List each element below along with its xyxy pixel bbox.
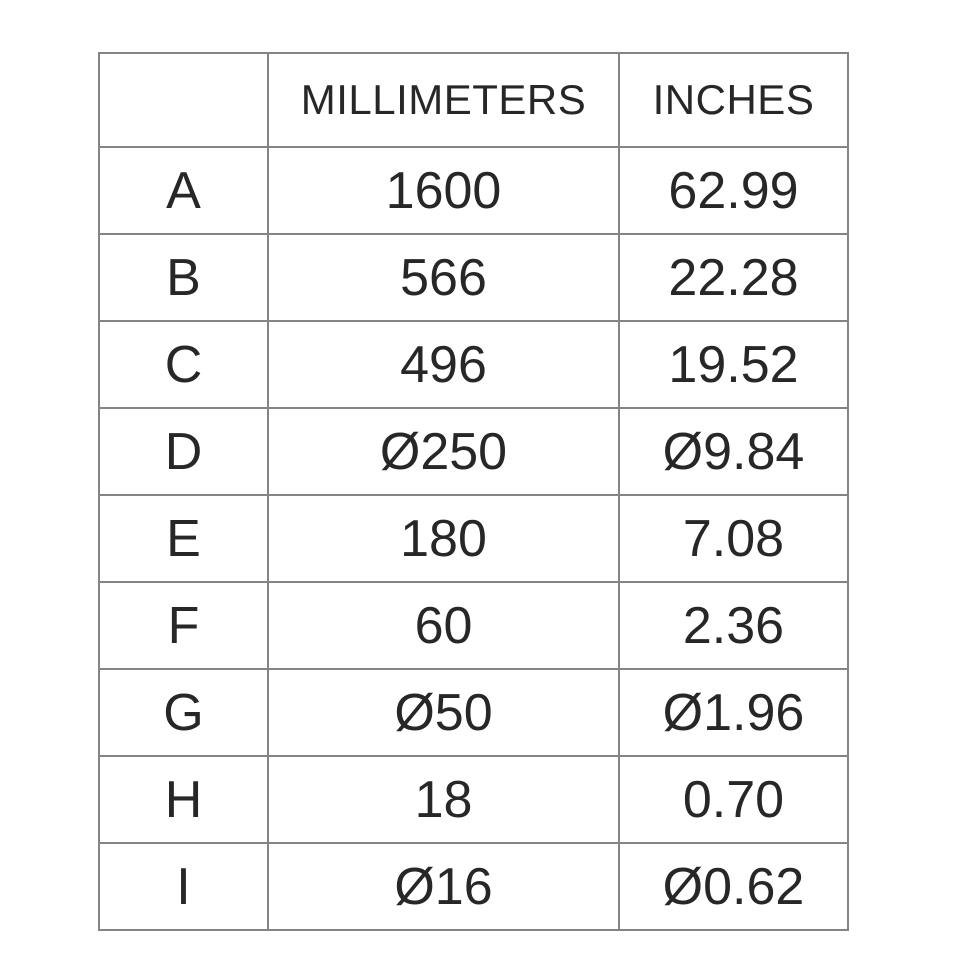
inches-value: 7.08: [618, 494, 849, 583]
millimeters-value: Ø16: [267, 842, 620, 931]
dimensions-table-header: MILLIMETERS INCHES: [98, 52, 849, 148]
table-row-g: G Ø50 Ø1.96: [98, 668, 849, 757]
header-row: MILLIMETERS INCHES: [98, 52, 849, 148]
row-label: H: [98, 755, 269, 844]
row-label: E: [98, 494, 269, 583]
inches-value: 0.70: [618, 755, 849, 844]
header-cell-blank: [98, 52, 269, 148]
table-row-f: F 60 2.36: [98, 581, 849, 670]
row-label: D: [98, 407, 269, 496]
header-cell-inches: INCHES: [618, 52, 849, 148]
millimeters-value: 60: [267, 581, 620, 670]
row-label: C: [98, 320, 269, 409]
row-label: B: [98, 233, 269, 322]
inches-value: 62.99: [618, 146, 849, 235]
millimeters-value: Ø50: [267, 668, 620, 757]
table-row-c: C 496 19.52: [98, 320, 849, 409]
row-label: A: [98, 146, 269, 235]
table-row-a: A 1600 62.99: [98, 146, 849, 235]
table-row-h: H 18 0.70: [98, 755, 849, 844]
table-row-i: I Ø16 Ø0.62: [98, 842, 849, 931]
row-label: I: [98, 842, 269, 931]
millimeters-value: 566: [267, 233, 620, 322]
inches-value: 2.36: [618, 581, 849, 670]
row-label: F: [98, 581, 269, 670]
inches-value: 19.52: [618, 320, 849, 409]
inches-value: Ø1.96: [618, 668, 849, 757]
millimeters-value: 1600: [267, 146, 620, 235]
millimeters-value: 180: [267, 494, 620, 583]
dimensions-table-body: A 1600 62.99 B 566 22.28 C 496 19.52 D Ø…: [98, 146, 849, 931]
inches-value: Ø9.84: [618, 407, 849, 496]
dimensions-table: MILLIMETERS INCHES A 1600 62.99 B 566 22…: [98, 52, 849, 931]
table-row-d: D Ø250 Ø9.84: [98, 407, 849, 496]
millimeters-value: 496: [267, 320, 620, 409]
header-cell-millimeters: MILLIMETERS: [267, 52, 620, 148]
table-row-e: E 180 7.08: [98, 494, 849, 583]
inches-value: Ø0.62: [618, 842, 849, 931]
millimeters-value: Ø250: [267, 407, 620, 496]
inches-value: 22.28: [618, 233, 849, 322]
millimeters-value: 18: [267, 755, 620, 844]
table-row-b: B 566 22.28: [98, 233, 849, 322]
row-label: G: [98, 668, 269, 757]
